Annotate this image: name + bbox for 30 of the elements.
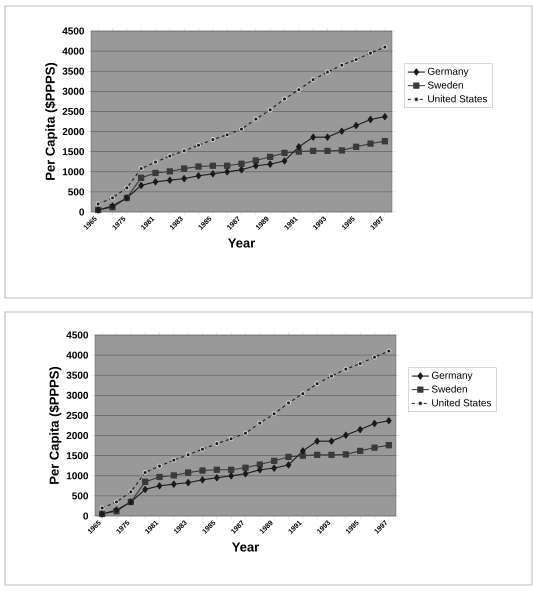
legend-label: Sweden: [428, 81, 463, 89]
y-tick-label: 3000: [62, 88, 84, 95]
y-tick-label: 3000: [66, 392, 88, 399]
legend-label: United States: [432, 399, 492, 406]
y-tick-label: 2500: [62, 108, 84, 115]
y-tick-label: 1500: [66, 452, 88, 460]
x-axis-title: Year: [232, 542, 260, 552]
y-tick-label: 0: [83, 512, 88, 520]
y-tick-label: 4500: [66, 331, 88, 339]
x-axis-title: Year: [228, 238, 256, 248]
y-tick-label: 0: [79, 208, 84, 216]
y-tick-label: 500: [68, 188, 84, 196]
legend-label: Sweden: [432, 385, 467, 393]
y-tick-label: 2000: [66, 432, 88, 440]
y-tick-label: 3500: [66, 372, 88, 379]
y-tick-label: 2000: [62, 128, 84, 136]
y-axis-title: Per Capita ($PPPS): [45, 62, 58, 180]
y-tick-label: 1000: [66, 472, 88, 480]
y-tick-label: 4000: [62, 48, 84, 55]
y-tick-label: 3500: [62, 68, 84, 75]
y-tick-label: 500: [72, 492, 88, 500]
y-tick-label: 2500: [66, 412, 88, 419]
y-tick-label: 4000: [66, 352, 88, 359]
y-axis-title: Per Capita ($PPPS): [49, 366, 62, 484]
legend-label: United States: [428, 95, 488, 102]
legend-label: Germany: [428, 68, 469, 77]
y-tick-label: 1000: [62, 168, 84, 176]
y-tick-label: 4500: [62, 27, 84, 35]
legend-label: Germany: [432, 372, 473, 381]
y-tick-label: 1500: [62, 148, 84, 156]
